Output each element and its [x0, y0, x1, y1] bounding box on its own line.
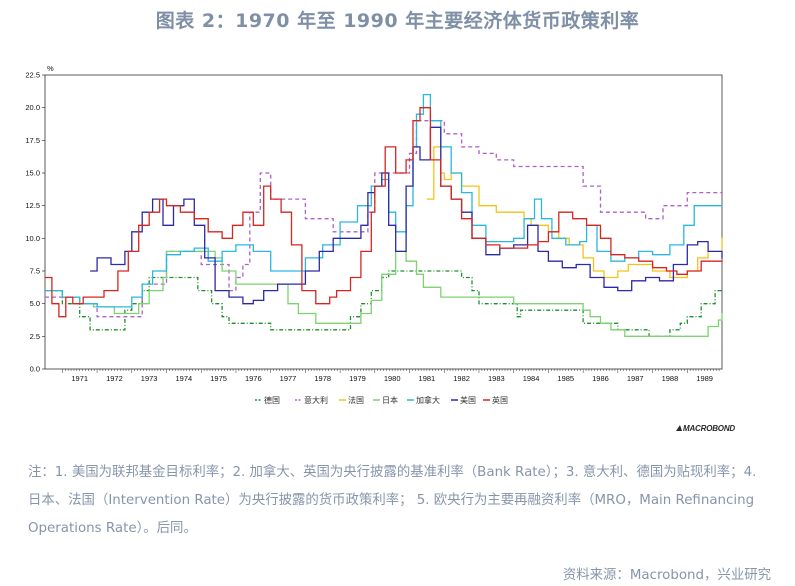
x-tick-label: 1982	[453, 374, 470, 383]
y-tick-label: 15.0	[25, 169, 40, 178]
chart-legend: 德国 意大利 法国 日本 加拿大 美国 英国	[255, 395, 508, 405]
macrobond-logo-text: MACROBOND	[683, 424, 735, 433]
series-line-3	[45, 250, 723, 337]
legend-label: 日本	[382, 395, 398, 405]
series-line-6	[45, 107, 723, 318]
x-tick-label: 1971	[71, 374, 88, 383]
x-tick-label: 1989	[696, 374, 713, 383]
chart-series	[45, 93, 723, 337]
y-tick-label: 7.5	[30, 267, 40, 276]
series-line-4	[45, 93, 723, 308]
plot-frame	[44, 74, 723, 370]
y-tick-label: 5.0	[30, 299, 40, 308]
policy-rate-chart: % 0.0 2.5 5.0 7.5 10.0 12.5 15.0 17.5 20.0 22.5 197…	[25, 64, 736, 433]
x-tick-label: 1975	[210, 374, 227, 383]
y-axis-unit: %	[47, 64, 54, 73]
x-tick-label: 1972	[106, 374, 123, 383]
y-tick-label: 22.5	[25, 71, 40, 80]
x-tick-label: 1974	[176, 374, 193, 383]
x-tick-label: 1983	[488, 374, 505, 383]
x-tick-label: 1976	[245, 374, 262, 383]
figure-source: 资料来源：Macrobond，兴业研究	[562, 568, 771, 583]
x-tick-label: 1978	[314, 374, 331, 383]
legend-label: 意大利	[304, 395, 328, 405]
x-tick-label: 1988	[662, 374, 679, 383]
x-tick-label: 1985	[557, 374, 574, 383]
x-tick-label: 1977	[280, 374, 297, 383]
figure-title: 图表 2：1970 年至 1990 年主要经济体货币政策利率	[155, 10, 640, 32]
y-tick-label: 0.0	[30, 365, 40, 374]
macrobond-logo-mark	[676, 425, 682, 431]
y-tick-label: 12.5	[25, 201, 40, 210]
legend-label: 法国	[348, 395, 364, 405]
x-tick-label: 1980	[384, 374, 401, 383]
y-tick-label: 17.5	[25, 136, 40, 145]
y-tick-label: 2.5	[30, 332, 40, 341]
legend-label: 加拿大	[416, 395, 440, 405]
legend-label: 美国	[460, 395, 476, 405]
legend-label: 德国	[264, 395, 280, 405]
legend-label: 英国	[492, 395, 508, 405]
x-tick-label: 1986	[592, 374, 609, 383]
chart-figure: % 0.0 2.5 5.0 7.5 10.0 12.5 15.0 17.5 20.0 22.5 197…	[22, 47, 742, 437]
x-tick-label: 1981	[419, 374, 436, 383]
macrobond-logo: MACROBOND	[676, 424, 736, 433]
x-tick-label: 1979	[349, 374, 366, 383]
y-tick-label: 10.0	[25, 234, 40, 243]
x-tick-label: 1987	[627, 374, 644, 383]
y-tick-label: 20.0	[25, 103, 40, 112]
figure-note: 注：1. 美国为联邦基金目标利率；2. 加拿大、英国为央行披露的基准利率（Ban…	[28, 465, 757, 536]
chart-axes: % 0.0 2.5 5.0 7.5 10.0 12.5 15.0 17.5 20.0 22.5 197…	[25, 64, 723, 383]
x-tick-label: 1973	[141, 374, 158, 383]
series-line-5	[90, 126, 723, 305]
series-line-1	[45, 120, 723, 318]
x-tick-label: 1984	[523, 374, 540, 383]
